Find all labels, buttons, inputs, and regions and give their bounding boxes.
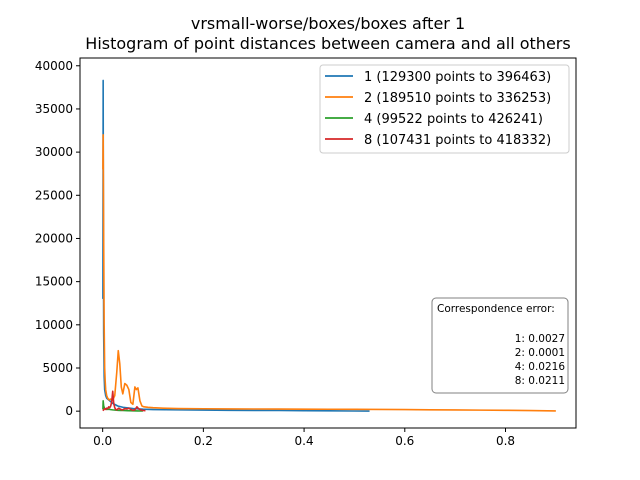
chart-title: vrsmall-worse/boxes/boxes after 1 [191,14,465,33]
error-box-title: Correspondence error: [437,303,555,315]
legend: 1 (129300 points to 396463) 2 (189510 poi… [319,64,570,154]
y-tick-label: 15000 [35,275,73,289]
error-line-2: 2: 0.0001 [515,347,565,359]
legend-label-2: 2 (189510 points to 336253) [364,91,551,106]
y-tick-label: 40000 [35,59,73,73]
y-tick-label: 0 [65,404,73,418]
legend-box [319,64,570,154]
x-tick-label: 0.2 [194,434,213,448]
series-line-4 [102,390,146,412]
y-tick-label: 5000 [42,361,73,375]
legend-label-3: 4 (99522 points to 426241) [364,112,543,127]
plot-frame [79,57,577,429]
legend-label-1: 1 (129300 points to 396463) [364,70,551,85]
chart-subtitle: Histogram of point distances between cam… [85,34,570,53]
series-line-3 [102,399,143,412]
y-tick-label: 30000 [35,145,73,159]
error-line-1: 1: 0.0027 [515,333,565,345]
x-tick-label: 0.8 [496,434,515,448]
correspondence-error-box: Correspondence error: 1: 0.0027 2: 0.000… [431,297,569,394]
x-tick-label: 0.0 [93,434,112,448]
series-lines [102,79,556,412]
y-tick-label: 25000 [35,188,73,202]
series-line-2 [102,134,556,412]
y-tick-label: 10000 [35,318,73,332]
error-line-8: 8: 0.0211 [515,375,565,387]
y-tick-label: 20000 [35,231,73,245]
y-tick-label: 35000 [35,102,73,116]
error-box-frame [431,297,569,394]
axis-ticks: 0.0 0.2 0.4 0.6 0.8 0 5000 10000 15000 20000 25000… [35,59,515,448]
legend-label-4: 8 (107431 points to 418332) [364,133,551,148]
x-tick-label: 0.4 [295,434,314,448]
x-tick-label: 0.6 [395,434,414,448]
series-line-1 [102,79,370,412]
error-line-4: 4: 0.0216 [515,361,566,373]
